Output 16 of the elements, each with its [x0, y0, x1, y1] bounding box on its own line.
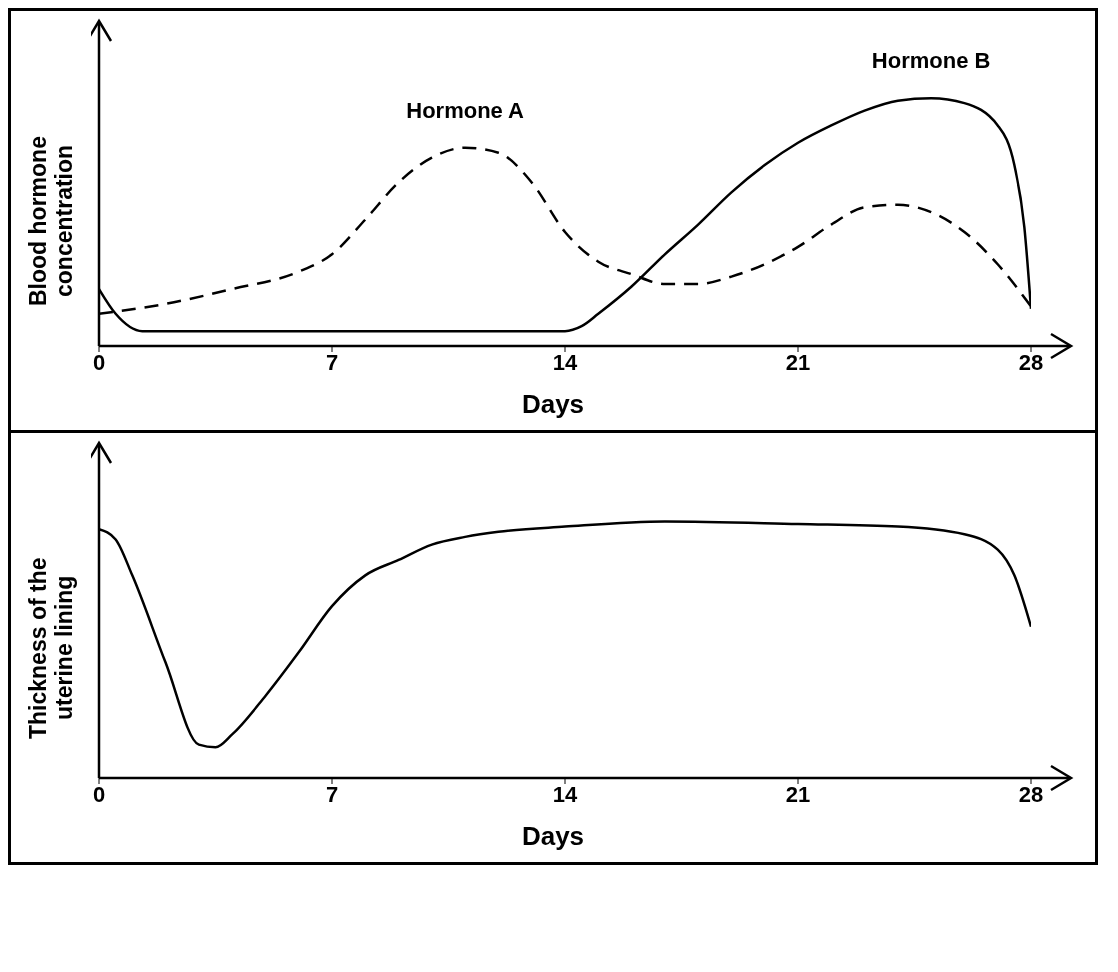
series-label: Hormone B: [871, 48, 991, 74]
x-tick-label: 14: [552, 349, 578, 375]
x-tick-label: 7: [325, 349, 339, 375]
x-tick-label: 0: [92, 781, 106, 807]
y-axis-title: Thickness of the uterine lining: [24, 556, 78, 741]
x-tick-label: 21: [785, 781, 811, 807]
x-tick-label: 28: [1018, 349, 1044, 375]
x-tick-label: 14: [552, 781, 578, 807]
x-tick-label: 21: [785, 349, 811, 375]
x-tick-label: 28: [1018, 781, 1044, 807]
x-axis-title: Days: [520, 389, 586, 421]
x-axis-title: Days: [520, 821, 586, 853]
y-axis-title: Blood hormone concentration: [24, 135, 78, 308]
x-tick-label: 0: [92, 349, 106, 375]
x-tick-label: 7: [325, 781, 339, 807]
series-label: Hormone A: [406, 97, 525, 123]
